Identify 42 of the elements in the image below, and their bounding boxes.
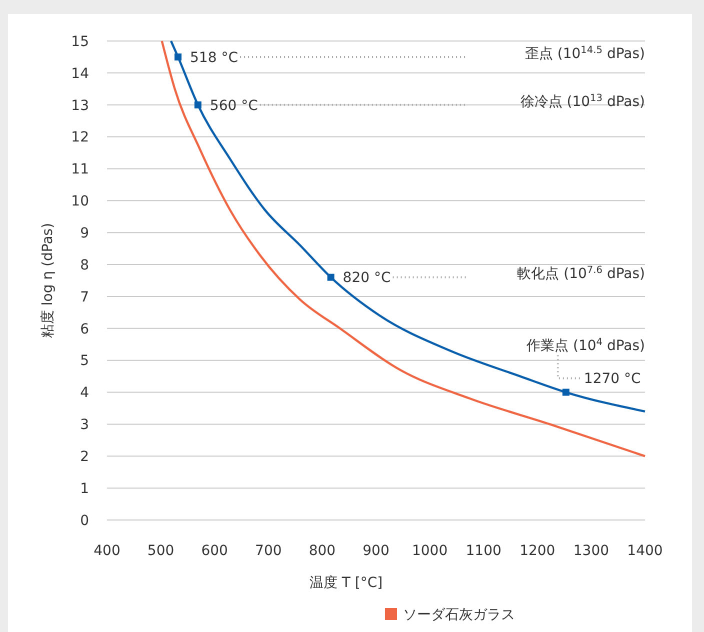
y-tick-label: 2 — [80, 449, 89, 466]
annotation: 歪点 (10$^{14.5}$ dPas) — [524, 44, 645, 62]
y-tick-label: 12 — [71, 130, 89, 146]
point — [194, 101, 202, 108]
y-tick-label: 6 — [80, 321, 90, 338]
y-tick-label: 10 — [71, 194, 89, 210]
x-tick-label: 700 — [255, 543, 282, 559]
y-tick-label: 1 — [80, 480, 89, 497]
x-tick-label: 800 — [308, 543, 336, 559]
y-tick-label: 4 — [80, 385, 90, 402]
x-tick-label: 1100 — [466, 543, 502, 559]
point — [327, 274, 334, 281]
x-tick-label: 500 — [147, 543, 174, 559]
x-tick-label: 1400 — [627, 543, 663, 559]
y-axis-title: 粘度 log η (dPas) — [40, 222, 56, 338]
x-tick-label: 900 — [362, 543, 390, 559]
x-tick-label: 1300 — [573, 543, 610, 559]
y-tick-label: 11 — [71, 162, 89, 178]
annotation: 820 °C — [342, 270, 391, 286]
y-tick-label: 14 — [71, 66, 90, 82]
annotation: 作業点 (10$^{4}$ dPas) — [526, 336, 645, 354]
point — [174, 53, 182, 60]
y-tick-label: 13 — [71, 98, 89, 114]
point — [562, 388, 570, 396]
y-tick-label: 15 — [71, 34, 89, 50]
annotation: 560 °C — [210, 98, 258, 114]
y-tick-label: 5 — [80, 353, 89, 370]
y-tick-label: 7 — [80, 289, 89, 306]
annotation: 軟化点 (10$^{7.6}$ dPas) — [517, 264, 645, 282]
annotation: 1270 °C — [584, 371, 641, 388]
x-tick-label: 600 — [201, 543, 228, 559]
x-tick-label: 400 — [94, 543, 120, 559]
annotation: 徐冷点 (10$^{13}$ dPas) — [520, 92, 645, 110]
annotation: 518 °C — [190, 50, 238, 66]
x-tick-label: 1200 — [520, 543, 556, 559]
x-tick-label: 1000 — [412, 543, 448, 559]
y-tick-label: 9 — [80, 226, 89, 242]
y-tick-label: 8 — [80, 257, 89, 274]
y-tick-label: 0 — [80, 512, 89, 529]
x-axis-title: 温度 T [°C] — [309, 575, 383, 591]
legend-label: ソーダ石灰ガラス — [403, 606, 515, 623]
y-tick-label: 3 — [80, 417, 89, 434]
